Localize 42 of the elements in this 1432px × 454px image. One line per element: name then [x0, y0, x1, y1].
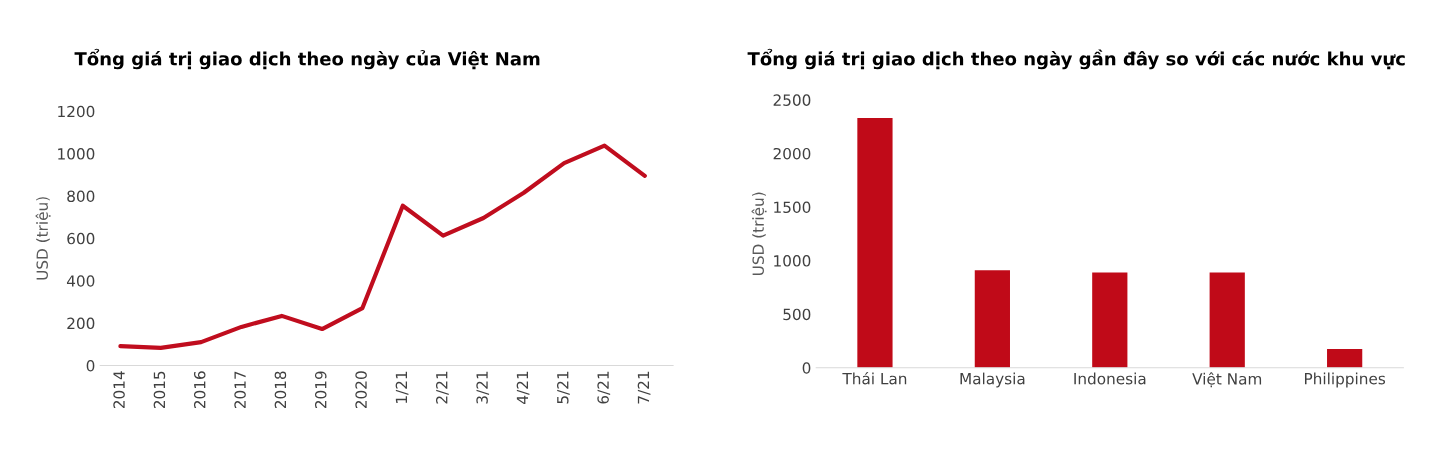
y-axis-title: USD (triệu): [35, 197, 51, 280]
bar: [1327, 348, 1363, 368]
x-tick-label: 2016: [193, 371, 206, 409]
chart-title: Tổng giá trị giao dịch theo ngày của Việt Nam: [74, 48, 540, 70]
y-tick-label: 0: [86, 359, 95, 372]
x-tick-label: Thái Lan: [842, 371, 907, 385]
y-tick-label: 800: [67, 190, 95, 202]
x-tick-label: Indonesia: [1074, 372, 1146, 385]
bar: [974, 270, 1010, 368]
y-tick-label: 2500: [773, 94, 811, 106]
y-tick-label: 0: [802, 362, 811, 374]
x-tick-label: 2018: [274, 371, 287, 409]
y-tick-label: 1200: [58, 105, 95, 118]
y-tick-label: 1000: [58, 148, 95, 160]
x-tick-label: Việt Nam: [1192, 372, 1262, 388]
chart-title: Tổng giá trị giao dịch theo ngày gần đây so với các nước khu vực: [747, 48, 1405, 70]
x-tick-label: 2020: [355, 371, 367, 409]
y-tick-label: 200: [67, 317, 95, 330]
bar: [857, 118, 893, 368]
y-axis-title: USD (triệu): [751, 192, 767, 275]
y-tick-label: 500: [783, 308, 811, 321]
y-tick-label: 600: [67, 232, 95, 245]
y-tick-label: 2000: [773, 147, 811, 160]
x-tick-label: 2015: [153, 371, 166, 409]
line-series: [118, 143, 647, 350]
bar: [1209, 272, 1245, 368]
x-tick-label: 7/21: [637, 371, 651, 404]
y-tick-label: 1500: [774, 201, 811, 214]
x-tick-label: 4/21: [516, 371, 530, 404]
x-tick-label: 2019: [314, 371, 327, 409]
y-tick-label: 400: [66, 275, 95, 287]
x-tick-label: 3/21: [476, 371, 490, 404]
x-tick-label: 2014: [113, 371, 125, 409]
x-tick-label: 5/21: [557, 371, 570, 404]
x-tick-label: Malaysia: [960, 372, 1025, 388]
y-tick-label: 1000: [774, 255, 811, 267]
x-tick-label: 2/21: [435, 371, 449, 404]
x-tick-label: 6/21: [597, 371, 611, 404]
x-tick-label: 1/21: [395, 371, 409, 403]
bar: [1092, 272, 1128, 368]
x-tick-label: 2017: [234, 371, 246, 409]
x-tick-label: Philippines: [1304, 372, 1386, 388]
